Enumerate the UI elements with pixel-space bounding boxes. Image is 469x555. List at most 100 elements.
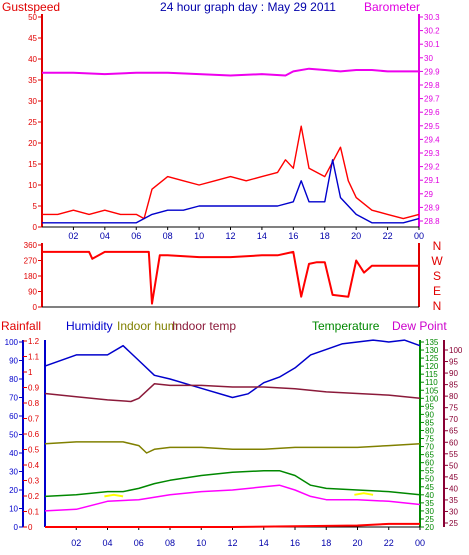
panel3-rain-tick-label: 0 (28, 523, 33, 532)
panel3-dew-tick-label: 60 (449, 438, 458, 447)
panel3-rain-tick-label: 0.8 (28, 399, 40, 408)
panel3-temp-tick-label: 130 (425, 346, 439, 355)
panel1-x-tick-label: 22 (383, 231, 393, 241)
panel3-dew-tick-label: 40 (449, 484, 458, 493)
panel3-temp-tick-label: 30 (425, 507, 434, 516)
panel3-rain-tick-label: 1.1 (28, 353, 40, 362)
panel3-temp-tick-label: 50 (425, 475, 434, 484)
panel3-temp-tick-label: 135 (425, 338, 439, 347)
panel3-temp-tick-label: 95 (425, 402, 434, 411)
series-gustspeed (42, 125, 420, 220)
panel2-dir-tick-label: 180 (24, 272, 38, 281)
panel3-temp-tick-label: 70 (425, 443, 434, 452)
panel1-gust-tick-label: 15 (28, 160, 37, 169)
panel3-temp-tick-label: 105 (425, 386, 439, 395)
panel3-x-tick-label: 20 (352, 538, 362, 548)
panel1-gust-tick-label: 30 (28, 97, 37, 106)
panel3-x-tick-label: 04 (102, 538, 112, 548)
panel1-gust-tick-label: 40 (28, 55, 37, 64)
panel3-rain-tick-label: 0.4 (28, 461, 40, 470)
panel1-gust-tick-label: 35 (28, 76, 37, 85)
panel3-dew-tick-label: 95 (449, 358, 458, 367)
panel3-rain-tick-label: 0.9 (28, 384, 40, 393)
panel1-gust-tick-label: 50 (28, 13, 37, 22)
panel3-dew-tick-label: 35 (449, 496, 458, 505)
series-solar (104, 493, 124, 498)
panel3-rain-tick-label: 0.1 (28, 508, 40, 517)
panel1-x-tick-label: 10 (194, 231, 204, 241)
panel1-baro-tick-label: 29.5 (424, 122, 440, 131)
series-temperature (44, 469, 421, 498)
panel1-baro-tick-label: 29.4 (424, 135, 440, 144)
panel3-rain-tick-label: 0.5 (28, 446, 40, 455)
panel3-temp-tick-label: 35 (425, 499, 434, 508)
panel3-temp-tick-label: 85 (425, 418, 434, 427)
panel1-gust-tick-label: 5 (33, 202, 38, 211)
panel2-dir-tick-label: 90 (28, 288, 37, 297)
panel1-baro-tick-label: 29 (424, 190, 433, 199)
panel3-hum-tick-label: 60 (9, 412, 18, 421)
panel3-rain-tick-label: 0.7 (28, 415, 40, 424)
panel3-x-tick-label: 08 (165, 538, 175, 548)
series-rainfall (45, 522, 420, 528)
panel3-hum-tick-label: 50 (9, 431, 18, 440)
panel3-dew-tick-label: 100 (449, 346, 463, 355)
panel3-rain-tick-label: 0.3 (28, 477, 40, 486)
panel1-gust-tick-label: 45 (28, 34, 37, 43)
panel1-baro-tick-label: 29.9 (424, 67, 440, 76)
panel2-compass-label: S (433, 269, 441, 283)
panel3-dew-tick-label: 50 (449, 461, 458, 470)
panel3-temp-tick-label: 115 (425, 370, 438, 379)
panel1-baro-tick-label: 29.7 (424, 95, 440, 104)
panel1-series (42, 67, 420, 224)
panel3-temp-tick-label: 75 (425, 435, 434, 444)
legend-humidity: Humidity (66, 319, 113, 333)
panel3-temp-tick-label: 45 (425, 483, 434, 492)
panel3-hum-tick-label: 40 (9, 449, 18, 458)
panel3-temp-tick-label: 80 (425, 426, 434, 435)
panel3-hum-tick-label: 70 (9, 394, 18, 403)
panel2-compass-label: E (433, 284, 441, 298)
panel3-temp-tick-label: 55 (425, 467, 434, 476)
panel2-dir-tick-label: 0 (33, 303, 38, 312)
gustspeed-axis-label: Gustspeed (2, 0, 60, 14)
panel2-compass-label: N (433, 299, 442, 313)
panel1-baro-tick-label: 29.3 (424, 149, 440, 158)
panel3-temp-tick-label: 90 (425, 410, 434, 419)
panel1-baro-tick-label: 30.3 (424, 13, 440, 22)
panel1-baro-tick-label: 29.6 (424, 108, 440, 117)
series-solar (354, 492, 374, 496)
panel1-baro-tick-label: 29.1 (424, 176, 440, 185)
panel3-temp-tick-label: 40 (425, 491, 434, 500)
series-dew-point (44, 484, 421, 512)
panel3-series (44, 339, 421, 528)
panel3-hum-tick-label: 30 (9, 468, 18, 477)
panel2-series (42, 250, 419, 305)
panel2-compass-label: N (433, 239, 442, 253)
panel3-temp-tick-label: 100 (425, 394, 439, 403)
panel1-baro-tick-label: 29.8 (424, 81, 440, 90)
panel1-baro-tick-label: 28.8 (424, 217, 440, 226)
panel3-temp-tick-label: 25 (425, 515, 434, 524)
panel3-x-tick-label: 12 (227, 538, 237, 548)
panel3-x-tick-label: 06 (134, 538, 144, 548)
panel1-x-tick-label: 02 (68, 231, 78, 241)
panel3-hum-tick-label: 20 (9, 486, 18, 495)
series-humidity (44, 339, 421, 399)
chart-title: 24 hour graph day : May 29 2011 (160, 0, 336, 14)
panel3-ticks: 02 04 06 08 10 12 14 16 18 20 22 0000.10.20.30.40.5… (5, 337, 463, 548)
panel2-dir-tick-label: 270 (24, 257, 38, 266)
series-indoor-hum (44, 441, 421, 454)
barometer-axis-label: Barometer (364, 0, 420, 14)
panel3-hum-tick-label: 100 (5, 338, 19, 347)
legend-indoor-hum: Indoor hum (117, 319, 178, 333)
legend-dew-point: Dew Point (392, 319, 447, 333)
legend-temperature: Temperature (312, 319, 380, 333)
panel1-baro-tick-label: 30.2 (424, 27, 440, 36)
panel3-rain-tick-label: 0.6 (28, 430, 40, 439)
panel1-x-tick-label: 04 (100, 231, 110, 241)
panel1-x-tick-label: 18 (320, 231, 330, 241)
panel1-x-tick-label: 08 (163, 231, 173, 241)
